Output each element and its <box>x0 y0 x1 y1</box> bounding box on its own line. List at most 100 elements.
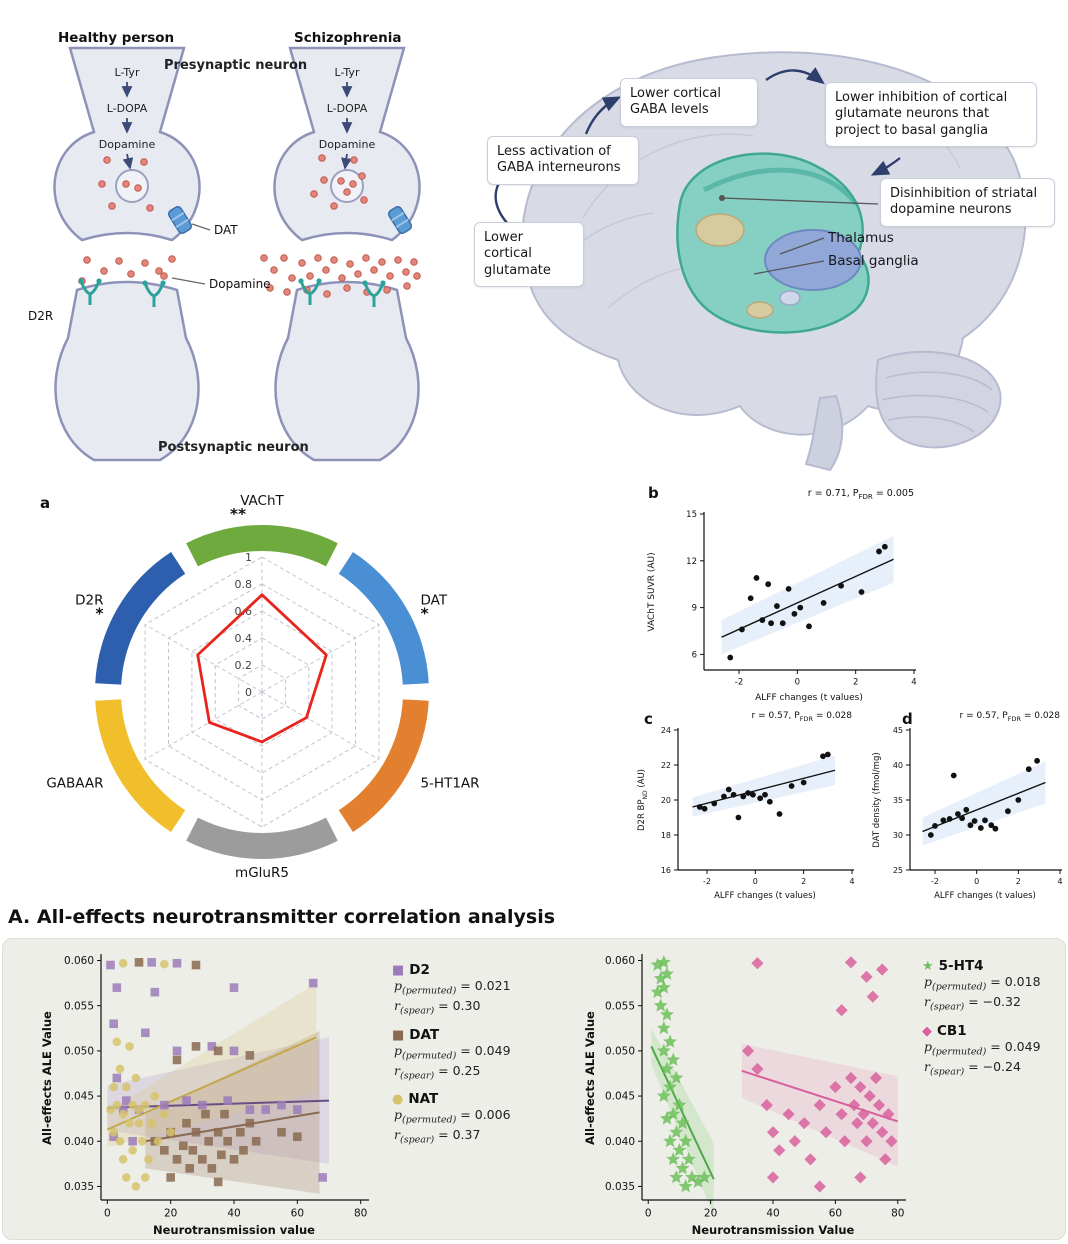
y-tick-label: 0.060 <box>64 955 94 967</box>
radar-axis-label-mGluR5: mGluR5 <box>235 865 289 881</box>
radar-data-polygon <box>196 593 328 744</box>
legend-entry-DAT: ■ DAT p(permuted) = 0.049 r(spear) = 0.25 <box>392 1027 587 1083</box>
significance-asterisk: ** <box>230 505 246 523</box>
subthalamic-nucleus <box>746 301 774 319</box>
panel-letter-c: c <box>644 710 653 728</box>
ldopa-label: L-DOPA <box>327 102 368 115</box>
significance-asterisk: * <box>420 605 428 623</box>
ring-segment-GABAAR <box>95 699 186 833</box>
legend-stat: r(spear) = 0.37 <box>394 1127 481 1146</box>
presynaptic-label: Presynaptic neuron <box>164 58 308 73</box>
legend-entry-CB1: ◆ CB1 p(permuted) = 0.049 r(spear) = −0.24 <box>922 1023 1064 1079</box>
x-tick-label: 0 <box>104 1208 111 1220</box>
synapse-illustration: L-Tyr L-DOPA Dopamine L-Tyr L-DOPA Dopam… <box>28 46 421 462</box>
thalamus-label: Thalamus <box>828 230 894 246</box>
bottom-right-scatter-chart: 0 20 40 60 80 0.035 0.040 0.045 0.050 0.055 0.060 N… <box>583 954 906 1237</box>
brain-illustration <box>494 51 1027 472</box>
series-main <box>927 757 1040 838</box>
pathway-arrow-icon <box>765 67 825 85</box>
grid-spoke <box>144 691 263 760</box>
x-tick-label: 2 <box>1016 877 1021 886</box>
ltyr-label: L-Tyr <box>115 66 140 79</box>
panel-letter-d: d <box>902 710 913 728</box>
dopamine-label: Dopamine <box>319 138 376 151</box>
legend-entry-NAT: ● NAT p(permuted) = 0.006 r(spear) = 0.37 <box>392 1091 587 1147</box>
dopamine-dots <box>98 156 154 212</box>
thalamus-structure <box>764 229 862 291</box>
ring-segment-DAT <box>338 551 429 685</box>
healthy-person-title: Healthy person <box>58 30 175 46</box>
radar-chart-panel: a 0 0.2 0.4 0.6 0.8 1 VAChT ** DAT * 5-HT1AR mGluR5… <box>22 478 622 904</box>
grid-spoke <box>261 691 380 760</box>
d2r-callout-label: D2R <box>28 309 53 323</box>
ring-segment-5-HT1AR <box>338 699 429 833</box>
trend-line <box>692 769 836 808</box>
radial-tick-label: 0.4 <box>235 632 253 645</box>
synapse-diagram: L-Tyr L-DOPA Dopamine L-Tyr L-DOPA Dopam… <box>12 8 467 478</box>
leader-dot <box>719 195 725 201</box>
y-tick-label: 0.035 <box>605 1181 635 1193</box>
significance-asterisk: * <box>95 605 103 623</box>
bottom-left-scatter-chart: 0 20 40 60 80 0.035 0.040 0.045 0.050 0.055 0.060 N… <box>40 954 369 1237</box>
ring-segment-VAChT <box>186 525 338 567</box>
bottom-left-chart-panel: 0 20 40 60 80 0.035 0.040 0.045 0.050 0.055 0.060 N… <box>35 948 375 1240</box>
x-tick-label: 2 <box>801 877 806 886</box>
y-tick-label: 12 <box>686 557 697 567</box>
y-tick-label: 0.055 <box>64 1000 94 1012</box>
legend-series-name: ★ 5-HT4 <box>922 958 984 974</box>
radar-axis-label-GABAAR: GABAAR <box>46 776 103 792</box>
substantia-nigra <box>779 290 801 306</box>
trend-line <box>650 1045 715 1180</box>
thalamus-leader-line <box>779 237 825 255</box>
scatter-chart-d: -2 0 2 4 25 30 35 40 45 ALFF changes (t values) DA… <box>872 711 1063 901</box>
x-tick-label: 4 <box>1057 877 1062 886</box>
confidence-band <box>721 535 894 655</box>
radial-tick-label: 1 <box>245 551 252 564</box>
y-tick-label: 24 <box>661 726 671 735</box>
chart-title: r = 0.57, PFDR = 0.028 <box>752 711 853 723</box>
bottom-left-legend: ■ D2 p(permuted) = 0.021 r(spear) = 0.30 ■ DA… <box>392 962 587 1156</box>
radar-axis-label-DAT: DAT <box>420 593 447 609</box>
bottom-section-heading: A. All-effects neurotransmitter correlat… <box>8 906 556 928</box>
radar-chart: 00.20.40.60.81VAChT**DAT*5-HT1ARmGluR5GA… <box>46 493 479 881</box>
trend-line <box>106 1036 317 1131</box>
radar-axis-label-5-HT1AR: 5-HT1AR <box>420 776 479 792</box>
legend-series-name: ● NAT <box>392 1091 439 1108</box>
y-tick-label: 20 <box>661 796 671 805</box>
caudate-tail <box>702 167 859 206</box>
x-tick-label: -2 <box>703 877 711 886</box>
x-axis-label: ALFF changes (t values) <box>934 891 1036 901</box>
y-tick-label: 0.050 <box>605 1046 635 1058</box>
x-tick-label: 60 <box>291 1208 304 1220</box>
y-tick-label: 25 <box>893 866 903 875</box>
annotation-box-gaba-interneurons: Less activation of GABA interneurons <box>487 136 639 185</box>
trend-line <box>721 558 894 638</box>
x-tick-label: 40 <box>766 1208 779 1220</box>
basal-ganglia-label: Basal ganglia <box>828 253 919 269</box>
legend-entry-D2: ■ D2 p(permuted) = 0.021 r(spear) = 0.30 <box>392 962 587 1018</box>
y-axis-label: All-effects ALE Value <box>40 1011 54 1145</box>
confidence-band <box>922 761 1046 846</box>
legend-stat: p(permuted) = 0.049 <box>924 1038 1041 1058</box>
confidence-band <box>107 1037 329 1164</box>
dopamine-callout-label: Dopamine <box>209 277 271 291</box>
y-tick-label: 45 <box>893 726 903 735</box>
y-tick-label: 6 <box>692 650 697 660</box>
legend-stat: p(permuted) = 0.006 <box>394 1107 511 1126</box>
schizophrenia-title: Schizophrenia <box>294 30 402 46</box>
radial-tick-label: 0.2 <box>235 659 253 672</box>
dopamine-label: Dopamine <box>99 138 156 151</box>
pathway-arrow-icon <box>870 157 901 176</box>
legend-stat: r(spear) = −0.24 <box>924 1058 1021 1078</box>
chart-title: r = 0.71, PFDR = 0.005 <box>808 488 914 501</box>
y-tick-label: 15 <box>686 510 697 520</box>
x-axis-label: Neurotransmission Value <box>692 1223 855 1237</box>
y-tick-label: 18 <box>661 831 671 840</box>
y-tick-label: 9 <box>692 604 697 614</box>
x-axis-label: ALFF changes (t values) <box>714 891 816 901</box>
annotation-box-disinhibition: Disinhibition of striatal dopamine neuro… <box>880 178 1055 227</box>
diamond-marker-icon: ◆ <box>922 1023 932 1039</box>
radar-axis-label-VAChT: VAChT <box>240 493 284 509</box>
square-marker-icon: ■ <box>392 1027 405 1043</box>
healthy-synapse: L-Tyr L-DOPA Dopamine <box>53 46 201 462</box>
